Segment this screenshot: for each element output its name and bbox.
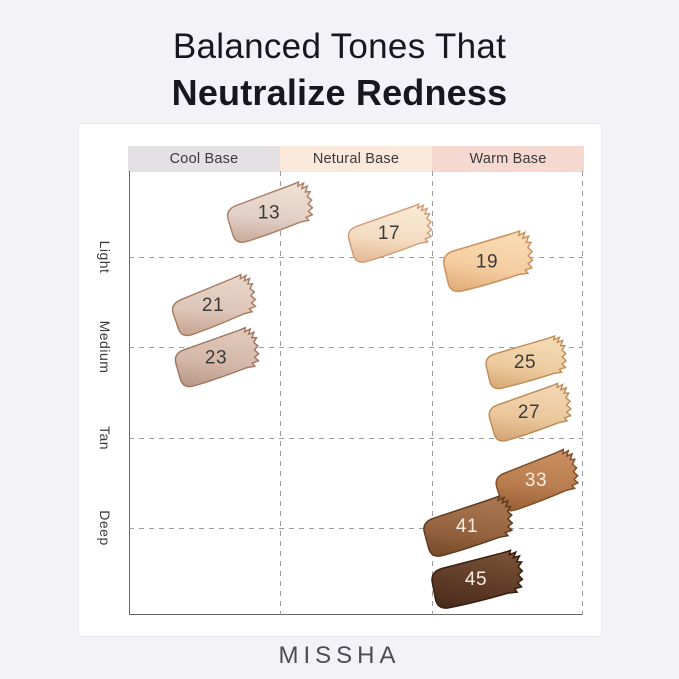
grid-hline-medium bbox=[129, 347, 583, 348]
row-label-tan: Tan bbox=[97, 425, 113, 451]
column-header-cool-base: Cool Base bbox=[128, 146, 280, 172]
shade-swatch-21: 21 bbox=[164, 273, 262, 337]
grid-vline-right bbox=[582, 171, 583, 615]
row-label-medium: Medium bbox=[97, 320, 113, 374]
shade-swatch-25: 25 bbox=[478, 334, 572, 390]
shade-swatch-17: 17 bbox=[340, 202, 438, 263]
column-headers: Cool Base Netural Base Warm Base bbox=[128, 146, 584, 172]
grid-vline-1 bbox=[280, 171, 281, 615]
grid-hline-tan bbox=[129, 438, 583, 439]
shade-swatch-27: 27 bbox=[481, 382, 577, 442]
smear-shape-icon bbox=[488, 382, 572, 442]
brand-logo: MISSHA bbox=[278, 642, 401, 669]
title-line-1: Balanced Tones That bbox=[172, 27, 507, 66]
smear-shape-icon bbox=[171, 273, 257, 337]
grid-frame bbox=[129, 171, 583, 615]
shade-swatch-23: 23 bbox=[167, 326, 265, 388]
smear-shape-icon bbox=[226, 180, 314, 243]
smear-shape-icon bbox=[431, 549, 524, 609]
smear-shape-icon bbox=[443, 229, 534, 293]
shade-swatch-13: 13 bbox=[219, 180, 319, 243]
smear-shape-icon bbox=[174, 326, 260, 388]
grid-vline-2 bbox=[432, 171, 433, 615]
shade-swatch-41: 41 bbox=[415, 494, 519, 557]
smear-shape-icon bbox=[485, 334, 568, 390]
grid-hline-deep bbox=[129, 528, 583, 529]
page-title: Balanced Tones That Neutralize Redness bbox=[0, 24, 679, 116]
row-label-deep: Deep bbox=[97, 510, 113, 546]
smear-shape-icon bbox=[495, 448, 580, 512]
column-header-netural-base: Netural Base bbox=[280, 146, 432, 172]
shade-swatch-19: 19 bbox=[435, 229, 539, 293]
smear-shape-icon bbox=[423, 494, 514, 557]
shade-swatch-45: 45 bbox=[423, 549, 529, 609]
row-label-light: Light bbox=[97, 240, 113, 274]
shade-chart-card: Cool Base Netural Base Warm Base Light Me… bbox=[78, 123, 602, 637]
column-header-warm-base: Warm Base bbox=[432, 146, 584, 172]
smear-shape-icon bbox=[347, 202, 433, 263]
title-line-2: Neutralize Redness bbox=[171, 72, 508, 113]
